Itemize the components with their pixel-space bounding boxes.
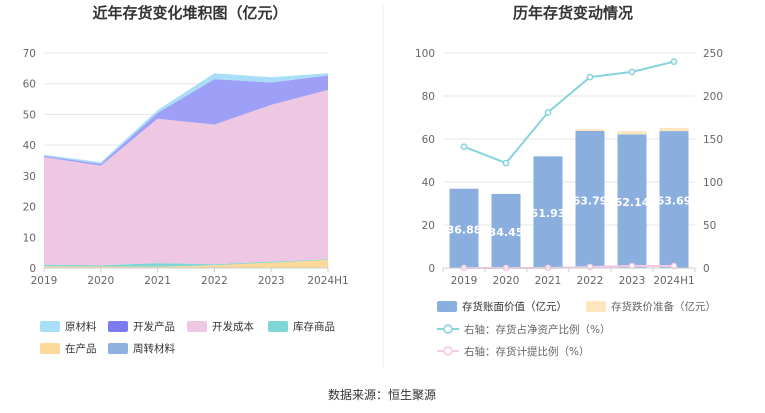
bar-value-label: 62.14 — [615, 196, 650, 209]
right-left-y-axis: 0 20 40 60 80 100 — [415, 48, 435, 275]
legend-swatch — [40, 343, 60, 354]
line-point — [670, 58, 678, 65]
bar-book-value — [659, 131, 689, 268]
line-point — [586, 73, 594, 81]
legend-marker — [443, 324, 453, 334]
x-tick-label: 2022 — [577, 275, 604, 287]
legend-swatch — [108, 321, 128, 332]
bar-book-value — [533, 156, 563, 268]
legend-swatch — [268, 321, 288, 332]
bar-book-value — [617, 134, 647, 268]
y-tick-label: 70 — [23, 48, 36, 60]
x-tick-label: 2020 — [493, 275, 520, 287]
line-point — [670, 262, 678, 270]
area-series-2 — [44, 89, 328, 266]
legend-marker — [443, 346, 453, 356]
left-y-tick-label: 60 — [422, 134, 435, 146]
legend-label: 右轴：存货占净资产比例（%） — [464, 323, 610, 336]
right-y-tick-label: 100 — [703, 177, 723, 189]
legend-label: 周转材料 — [133, 342, 175, 355]
x-tick-label: 2023 — [619, 275, 646, 287]
bar-book-value — [491, 193, 521, 268]
line-point — [586, 263, 594, 271]
legend-label: 库存商品 — [293, 320, 335, 333]
line-point — [544, 108, 552, 116]
x-tick-label: 2019 — [451, 275, 478, 287]
right-y-tick-label: 200 — [703, 91, 723, 103]
right-y-tick-label: 50 — [703, 220, 716, 232]
legend-swatch — [437, 301, 457, 312]
legend-swatch — [187, 321, 207, 332]
x-tick-label: 2021 — [144, 275, 171, 287]
bar-value-label: 51.93 — [531, 207, 566, 220]
legend-swatch — [586, 301, 606, 312]
x-tick-label: 2022 — [201, 275, 228, 287]
bar-book-value — [575, 130, 605, 268]
right-x-axis: 2019 2020 2021 2022 2023 2024H1 — [442, 267, 696, 287]
left-y-tick-label: 80 — [422, 91, 435, 103]
bar-impairment — [575, 129, 605, 131]
x-tick-label: 2020 — [87, 275, 114, 287]
y-tick-label: 0 — [29, 263, 36, 275]
left-area-series — [44, 73, 328, 268]
bar-value-label: 63.69 — [657, 195, 692, 208]
x-tick-label: 2021 — [535, 275, 562, 287]
area-series-3 — [44, 75, 328, 166]
right-y-tick-label: 0 — [703, 263, 710, 275]
legend-swatch — [40, 321, 60, 332]
left-y-tick-label: 40 — [422, 177, 435, 189]
x-tick-label: 2024H1 — [653, 275, 694, 287]
legend-label: 右轴：存货计提比例（%） — [464, 345, 589, 358]
right-legend: 存货账面价值（亿元） 存货跌价准备（亿元）右轴：存货占净资产比例（%） 右轴：存货计… — [437, 300, 716, 358]
area-series-0 — [44, 260, 328, 268]
y-tick-label: 60 — [23, 79, 36, 91]
bar-value-label: 36.88 — [447, 223, 482, 236]
left-y-axis: 0 10 20 30 40 50 60 70 — [23, 48, 36, 275]
bar-book-value — [449, 188, 479, 268]
right-bar-series: 36.88 34.45 51.93 63.79 62.14 63.69 — [447, 127, 692, 268]
left-y-tick-label: 20 — [422, 220, 435, 232]
legend-label: 开发成本 — [212, 320, 254, 333]
bar-value-label: 34.45 — [489, 226, 524, 239]
y-tick-label: 10 — [23, 232, 36, 244]
legend-label: 存货账面价值（亿元） — [462, 300, 567, 313]
legend-label: 存货跌价准备（亿元） — [611, 300, 716, 313]
line-series-0 — [463, 60, 675, 165]
left-y-tick-label: 100 — [415, 48, 435, 60]
left-x-axis: 2019 2020 2021 2022 2023 2024H1 — [31, 267, 349, 287]
legend-label: 原材料 — [65, 320, 97, 333]
legend-label: 在产品 — [65, 342, 97, 355]
x-tick-label: 2019 — [31, 275, 58, 287]
line-point — [628, 68, 636, 76]
right-y-tick-label: 150 — [703, 134, 723, 146]
bar-impairment — [659, 127, 689, 132]
legend-swatch — [108, 343, 128, 354]
y-tick-label: 40 — [23, 140, 36, 152]
bar-impairment — [617, 131, 647, 135]
right-right-y-axis: 0 50 100 150 200 250 — [703, 48, 723, 275]
line-point — [460, 143, 468, 151]
x-tick-label: 2024H1 — [307, 275, 348, 287]
legend-label: 开发产品 — [133, 320, 175, 333]
right-chart-title: 历年存货变动情况 — [513, 4, 633, 22]
data-source: 数据来源：恒生聚源 — [328, 387, 436, 402]
y-tick-label: 20 — [23, 202, 36, 214]
x-tick-label: 2023 — [258, 275, 285, 287]
line-point — [628, 262, 636, 270]
y-tick-label: 50 — [23, 109, 36, 121]
bar-value-label: 63.79 — [573, 194, 608, 207]
left-y-tick-label: 0 — [428, 263, 435, 275]
line-point — [502, 159, 510, 167]
area-series-1 — [44, 259, 328, 267]
y-tick-label: 30 — [23, 171, 36, 183]
right-y-tick-label: 250 — [703, 48, 723, 60]
left-chart-title: 近年存货变化堆积图（亿元） — [92, 4, 287, 22]
